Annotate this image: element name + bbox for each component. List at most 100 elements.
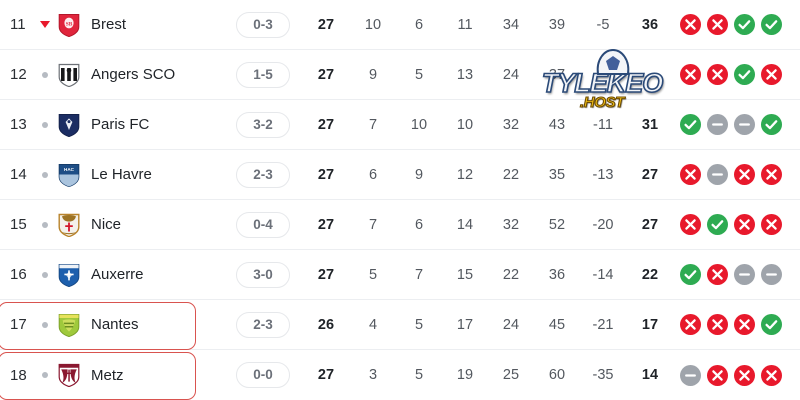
trend-same-icon [42, 221, 48, 228]
matches-lost: 11 [457, 16, 473, 33]
recent-form [674, 214, 800, 235]
form-draw-icon[interactable] [761, 264, 782, 285]
rank-position: 17 [10, 316, 27, 333]
matches-drawn: 6 [414, 216, 424, 233]
rank-position: 13 [10, 116, 27, 133]
latest-score[interactable]: 1-5 [236, 61, 290, 88]
team-name[interactable]: Nantes [91, 316, 139, 333]
latest-score[interactable]: 3-2 [236, 111, 290, 138]
recent-form [674, 14, 800, 35]
team-name[interactable]: Auxerre [91, 266, 144, 283]
latest-score-cell[interactable]: 0-0 [224, 362, 302, 388]
form-loss-icon[interactable] [680, 214, 701, 235]
form-win-icon[interactable] [680, 264, 701, 285]
team-name[interactable]: Nice [91, 216, 122, 233]
nice-crest [54, 213, 84, 237]
form-loss-icon[interactable] [734, 164, 755, 185]
trend-down-icon [40, 21, 50, 28]
form-loss-icon[interactable] [761, 214, 782, 235]
form-loss-icon[interactable] [761, 64, 782, 85]
team-name[interactable]: Le Havre [91, 166, 152, 183]
form-loss-icon[interactable] [680, 14, 701, 35]
trend-same-icon [42, 321, 48, 328]
form-loss-icon[interactable] [761, 164, 782, 185]
team-name[interactable]: Angers SCO [91, 66, 176, 83]
recent-form [674, 64, 800, 85]
form-win-icon[interactable] [707, 214, 728, 235]
form-draw-icon[interactable] [707, 164, 728, 185]
form-loss-icon[interactable] [680, 314, 701, 335]
goal-difference: -21 [592, 316, 614, 333]
form-draw-icon[interactable] [734, 264, 755, 285]
form-loss-icon[interactable] [707, 14, 728, 35]
form-loss-icon[interactable] [734, 364, 755, 386]
form-loss-icon[interactable] [707, 314, 728, 335]
recent-form [674, 314, 800, 335]
team-name[interactable]: Paris FC [91, 116, 150, 133]
goals-against: 37 [548, 66, 566, 83]
team-name[interactable]: Brest [91, 16, 127, 33]
latest-score-cell[interactable]: 2-3 [224, 161, 302, 188]
latest-score-cell[interactable]: 2-3 [224, 311, 302, 338]
table-row[interactable]: 14 HAC Le Havre 2-3 27 6 9 12 22 35 -13 27 [0, 150, 800, 200]
latest-score[interactable]: 0-0 [236, 362, 290, 388]
form-win-icon[interactable] [734, 64, 755, 85]
matches-played: 27 [317, 16, 335, 33]
form-draw-icon[interactable] [734, 114, 755, 135]
goals-for: 32 [502, 216, 520, 233]
form-loss-icon[interactable] [680, 164, 701, 185]
matches-played: 27 [317, 216, 335, 233]
matches-won: 6 [368, 166, 378, 183]
matches-played: 26 [317, 316, 335, 333]
matches-won: 4 [368, 316, 378, 333]
goals-against: 39 [548, 16, 566, 33]
latest-score-cell[interactable]: 3-0 [224, 261, 302, 288]
rank-position: 11 [10, 16, 26, 33]
form-loss-icon[interactable] [707, 264, 728, 285]
form-draw-icon[interactable] [707, 114, 728, 135]
rank-trend-indicator [36, 221, 54, 228]
form-loss-icon[interactable] [707, 64, 728, 85]
table-row[interactable]: 15 Nice 0-4 27 7 6 14 32 52 -20 27 [0, 200, 800, 250]
latest-score-cell[interactable]: 0-3 [224, 11, 302, 38]
table-row[interactable]: 16 Auxerre 3-0 27 5 7 15 22 36 -14 22 [0, 250, 800, 300]
goals-for: 22 [502, 266, 520, 283]
rank-trend-indicator [36, 121, 54, 128]
team-name[interactable]: Metz [91, 366, 124, 384]
latest-score[interactable]: 0-3 [236, 11, 290, 38]
form-loss-icon[interactable] [734, 314, 755, 335]
table-row[interactable]: 12 Angers SCO 1-5 27 9 5 13 24 37 [0, 50, 800, 100]
points: 22 [641, 266, 659, 283]
trend-same-icon [42, 372, 48, 378]
recent-form [674, 364, 800, 386]
table-row[interactable]: 18 Metz 0-0 27 3 5 19 25 60 -35 14 [0, 350, 800, 400]
nantes-crest [54, 313, 84, 337]
form-loss-icon[interactable] [761, 364, 782, 386]
latest-score[interactable]: 3-0 [236, 261, 290, 288]
form-win-icon[interactable] [761, 314, 782, 335]
latest-score[interactable]: 2-3 [236, 311, 290, 338]
latest-score-cell[interactable]: 1-5 [224, 61, 302, 88]
matches-played: 27 [317, 266, 335, 283]
form-win-icon[interactable] [734, 14, 755, 35]
matches-played: 27 [317, 166, 335, 183]
table-row[interactable]: 11 SB Brest 0-3 27 10 6 11 34 39 -5 36 [0, 0, 800, 50]
latest-score[interactable]: 2-3 [236, 161, 290, 188]
form-loss-icon[interactable] [734, 214, 755, 235]
latest-score-cell[interactable]: 3-2 [224, 111, 302, 138]
form-win-icon[interactable] [761, 14, 782, 35]
form-win-icon[interactable] [680, 114, 701, 135]
goals-against: 36 [548, 266, 566, 283]
form-loss-icon[interactable] [707, 364, 728, 386]
form-win-icon[interactable] [761, 114, 782, 135]
form-loss-icon[interactable] [680, 64, 701, 85]
goals-for: 32 [502, 116, 520, 133]
rank-trend-indicator [36, 171, 54, 178]
form-draw-icon[interactable] [680, 364, 701, 386]
latest-score-cell[interactable]: 0-4 [224, 211, 302, 238]
trend-same-icon [42, 271, 48, 278]
table-row[interactable]: 13 Paris FC 3-2 27 7 10 10 32 43 -11 31 [0, 100, 800, 150]
table-row[interactable]: 17 Nantes 2-3 26 4 5 17 24 45 -21 17 [0, 300, 800, 350]
latest-score[interactable]: 0-4 [236, 211, 290, 238]
svg-text:SB: SB [66, 21, 73, 27]
